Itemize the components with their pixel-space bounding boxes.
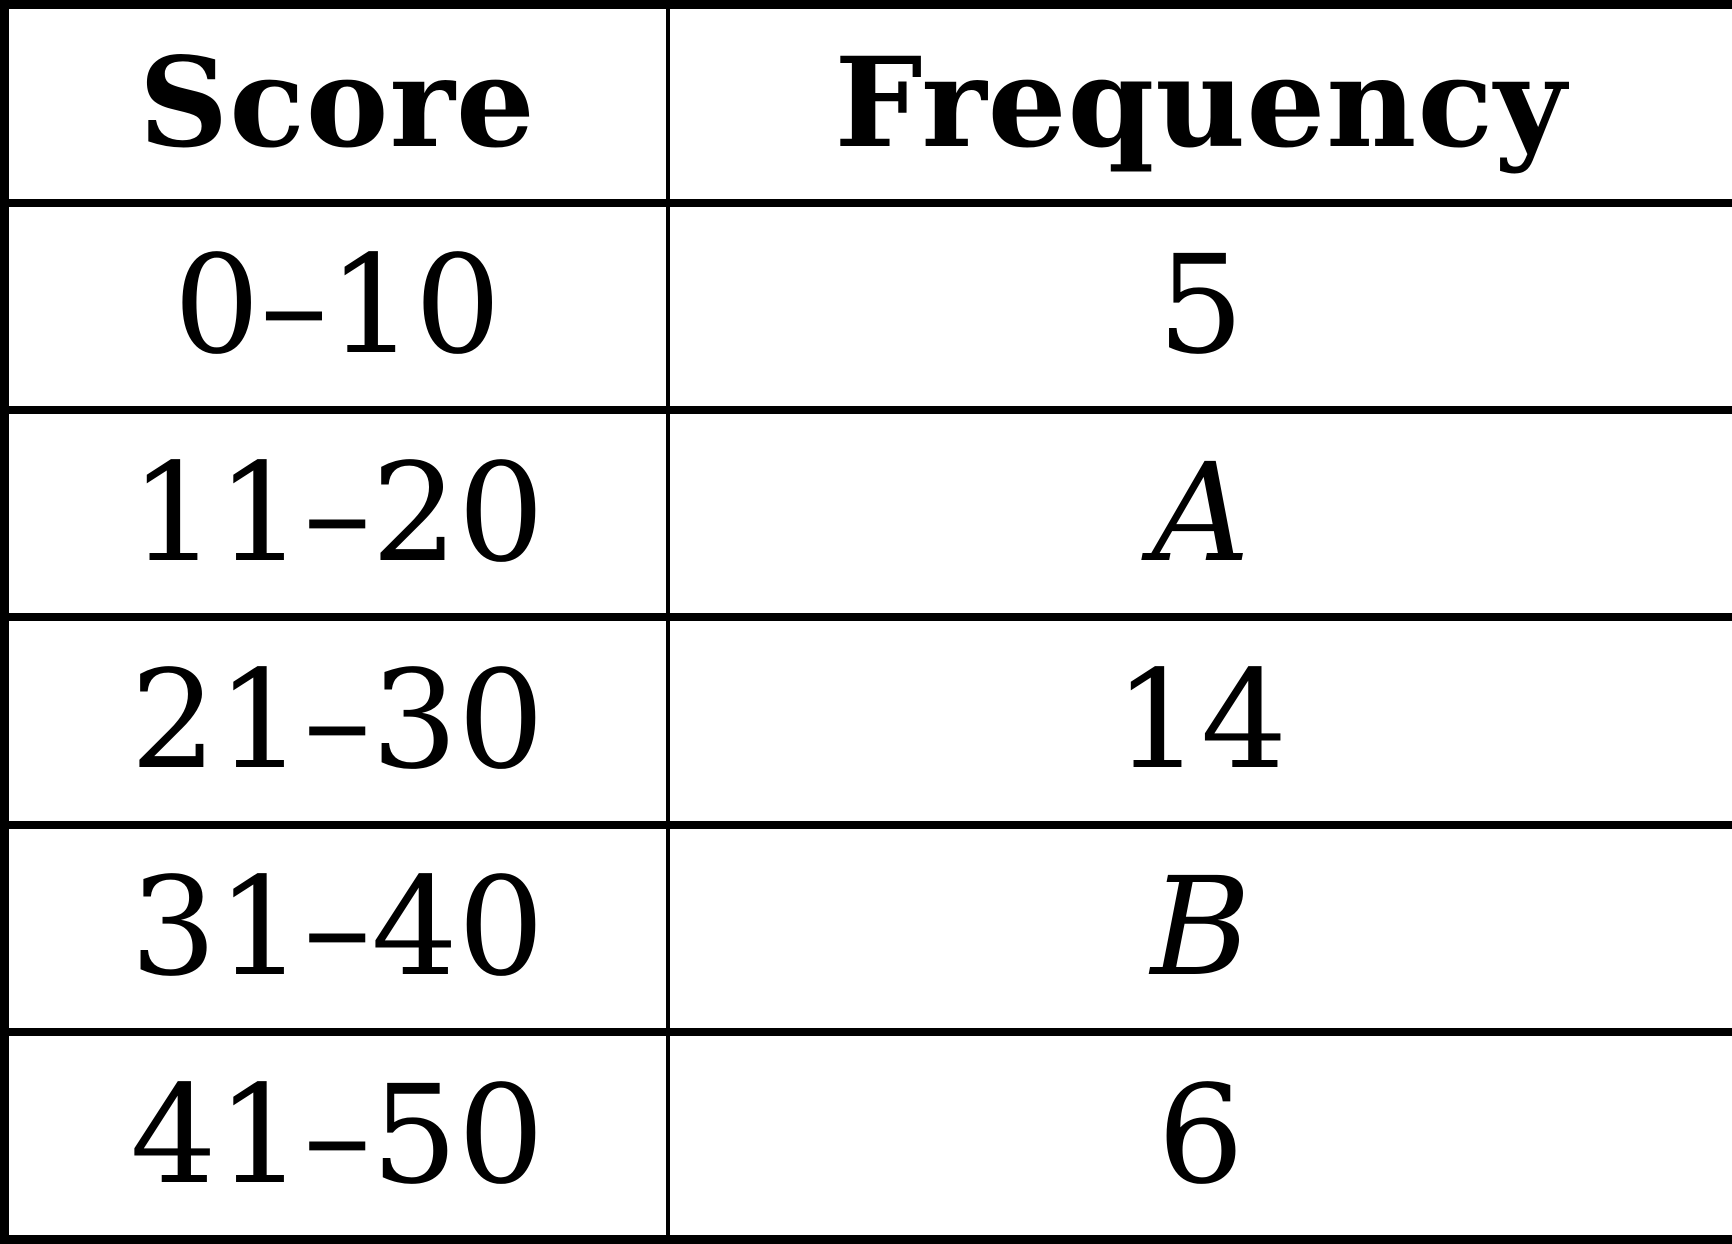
table-row: 31–40 B [2,820,1732,1037]
frequency-cell: 14 [665,613,1732,829]
frequency-cell: B [665,820,1732,1037]
header-row: Score Frequency [2,0,1732,207]
table-row: 21–30 14 [2,613,1732,829]
frequency-cell: A [665,405,1732,622]
score-cell: 21–30 [2,613,670,829]
table-row: 41–50 6 [2,1028,1732,1244]
score-cell: 31–40 [2,820,670,1037]
score-cell: 11–20 [2,405,670,622]
frequency-cell: 6 [665,1028,1732,1244]
score-cell: 0–10 [2,198,670,414]
frequency-cell: 5 [665,198,1732,414]
table-row: 0–10 5 [2,198,1732,414]
table-row: 11–20 A [2,405,1732,622]
score-cell: 41–50 [2,1028,670,1244]
frequency-column-header: Frequency [665,0,1732,207]
score-column-header: Score [2,0,670,207]
